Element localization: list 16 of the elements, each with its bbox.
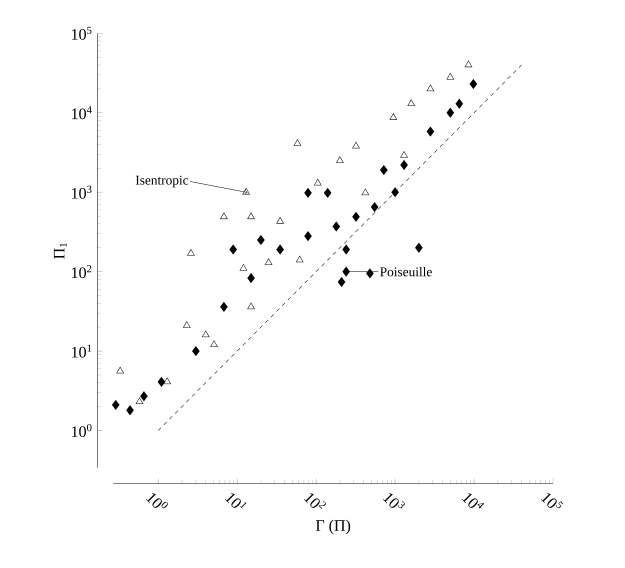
y-tick-label: 10$^{3}$	[72, 186, 92, 199]
x-tick-label: 10$^{5}$	[540, 493, 564, 508]
annotation: Isentropic	[136, 176, 188, 188]
x-axis-title: Γ (Π)	[316, 520, 350, 534]
x-tick-label: 10$^{0}$	[146, 493, 168, 508]
annotation: Poiseuille	[380, 267, 432, 276]
y-tick-label: 10$^{2}$	[72, 265, 92, 278]
x-tick-label: 10$^{3}$	[382, 493, 405, 508]
y-tick-label: 10$^{0}$	[72, 424, 92, 438]
x-tick-label: 10$^{2}$	[304, 493, 326, 510]
x-tick-label: 10$^{4}$	[462, 493, 484, 509]
y-axis-title: Π$_{1}$	[54, 243, 67, 259]
y-tick-label: 10$^{1}$	[72, 344, 92, 358]
x-tick-label: 10$^{1}$	[224, 493, 247, 510]
y-tick-label: 10$^{5}$	[72, 27, 92, 40]
y-tick-label: 10$^{4}$	[72, 106, 92, 120]
